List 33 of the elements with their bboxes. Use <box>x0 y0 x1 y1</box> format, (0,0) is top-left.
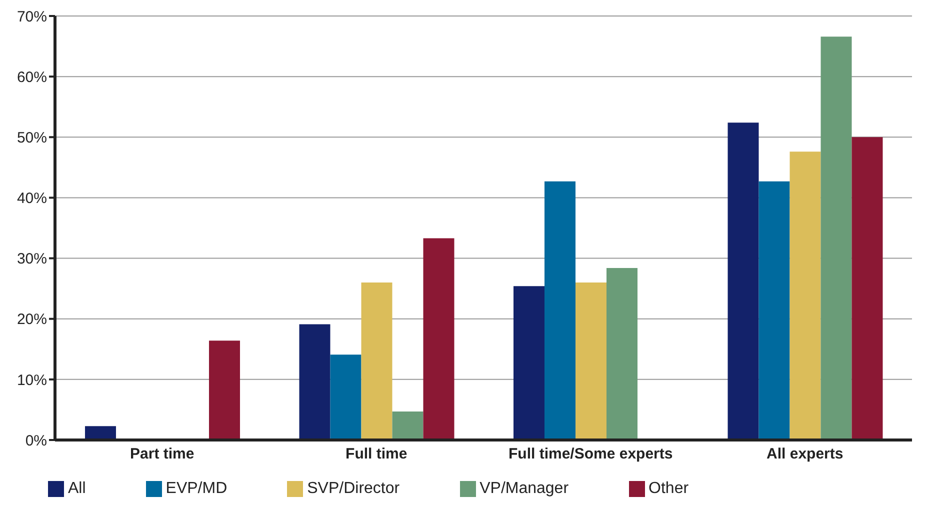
bar <box>208 340 240 440</box>
x-tick-label: Full time <box>346 446 408 463</box>
bar <box>728 122 759 440</box>
y-tick-label: 20% <box>16 311 47 328</box>
bar <box>852 137 883 440</box>
y-tick-label: 40% <box>16 190 47 208</box>
y-tick-label: 0% <box>25 432 47 450</box>
legend-label: EVP/MD <box>166 480 228 497</box>
bar <box>513 286 544 440</box>
bar <box>758 181 790 440</box>
x-tick-label: All experts <box>766 446 844 463</box>
bar <box>575 282 606 440</box>
x-tick-label: Full time/Some experts <box>508 446 673 463</box>
legend-label: All <box>68 480 86 497</box>
legend-label: Other <box>648 480 689 497</box>
bar <box>544 181 576 440</box>
y-tick-label: 60% <box>16 68 47 86</box>
bar <box>84 426 116 440</box>
y-tick-label: 50% <box>16 129 47 146</box>
legend-label: VP/Manager <box>480 480 569 497</box>
bar <box>820 36 852 440</box>
bar <box>361 282 392 440</box>
y-tick-label: 10% <box>16 372 47 389</box>
bar <box>423 238 454 440</box>
legend-label: SVP/Director <box>307 480 400 497</box>
y-tick-label: 30% <box>16 250 47 268</box>
bar <box>392 412 424 440</box>
bar <box>606 268 638 440</box>
bar <box>299 324 330 440</box>
bar <box>790 152 821 440</box>
x-tick-label: Part time <box>130 446 194 463</box>
bar <box>330 354 362 440</box>
y-tick-label: 70% <box>16 8 47 26</box>
